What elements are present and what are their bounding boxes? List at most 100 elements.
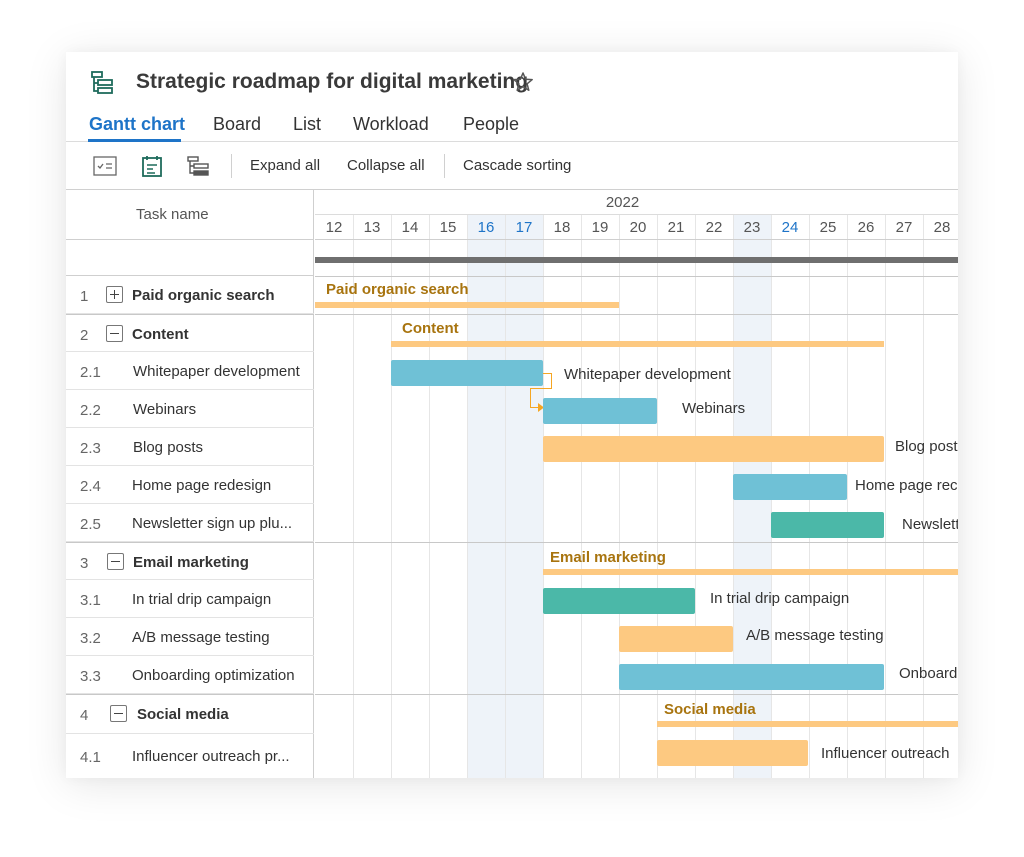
bar-label: Blog post xyxy=(895,438,958,455)
task-row-3-1[interactable]: 3.1 In trial drip campaign xyxy=(66,580,314,618)
group-bar-label: Social media xyxy=(664,701,756,718)
view-tabs: Gantt chart Board List Workload People xyxy=(66,110,958,142)
task-list-panel: Task name 1 Paid organic search 2 Conten… xyxy=(66,190,314,778)
task-number: 1 xyxy=(80,288,89,305)
task-bar-webinars[interactable] xyxy=(543,398,657,424)
task-label: Influencer outreach pr... xyxy=(132,748,290,765)
task-label: Home page redesign xyxy=(132,477,272,494)
task-bar-home-page-redesign[interactable] xyxy=(733,474,847,500)
collapse-all-button[interactable]: Collapse all xyxy=(347,157,425,174)
task-label: A/B message testing xyxy=(132,629,270,646)
day-label: 25 xyxy=(819,219,837,236)
task-row-2-2[interactable]: 2.2 Webinars xyxy=(66,390,314,428)
project-summary-bar[interactable] xyxy=(315,257,958,263)
bar-label: In trial drip campaign xyxy=(710,590,850,607)
day-label: 17 xyxy=(515,219,533,236)
task-number: 3 xyxy=(80,555,89,572)
task-bar-blog-posts[interactable] xyxy=(543,436,884,462)
bar-label: Webinars xyxy=(682,400,746,417)
day-label: 22 xyxy=(705,219,723,236)
task-row-2[interactable]: 2 Content xyxy=(66,314,314,352)
group-bar-email-marketing[interactable] xyxy=(543,569,958,575)
task-row-2-5[interactable]: 2.5 Newsletter sign up plu... xyxy=(66,504,314,542)
days-header: 12 13 14 15 16 17 18 19 20 21 22 23 24 2… xyxy=(315,215,958,240)
cascade-sorting-button[interactable]: Cascade sorting xyxy=(463,157,572,174)
task-number: 2 xyxy=(80,327,89,344)
task-bar-in-trial-drip[interactable] xyxy=(543,588,695,614)
task-row-2-3[interactable]: 2.3 Blog posts xyxy=(66,428,314,466)
spacer-row xyxy=(66,240,314,276)
day-label: 12 xyxy=(325,219,343,236)
bar-label: Onboard xyxy=(899,665,958,682)
task-name-column-header[interactable]: Task name xyxy=(66,190,314,240)
year-label: 2022 xyxy=(605,194,640,211)
task-label: Social media xyxy=(137,706,229,723)
hierarchy-icon[interactable] xyxy=(186,154,212,178)
tab-workload[interactable]: Workload xyxy=(353,114,429,134)
toolbar-divider xyxy=(231,154,232,178)
task-row-2-4[interactable]: 2.4 Home page redesign xyxy=(66,466,314,504)
task-number: 4 xyxy=(80,707,89,724)
day-label: 20 xyxy=(629,219,647,236)
day-label: 21 xyxy=(667,219,685,236)
group-bar-content[interactable] xyxy=(391,341,884,347)
gantt-app-icon xyxy=(91,71,113,94)
task-label: Whitepaper development xyxy=(133,363,300,380)
task-number: 2.3 xyxy=(80,440,101,457)
calendar-task-icon[interactable] xyxy=(139,154,165,178)
dependency-arrow-icon xyxy=(538,403,544,412)
tab-board[interactable]: Board xyxy=(213,114,262,134)
task-bar-onboarding[interactable] xyxy=(619,664,884,690)
expand-all-button[interactable]: Expand all xyxy=(250,157,321,174)
day-label: 15 xyxy=(439,219,457,236)
dependency-connector xyxy=(543,373,552,388)
header: Strategic roadmap for digital marketing xyxy=(66,52,958,108)
task-number: 2.4 xyxy=(80,478,101,495)
gantt-timeline: 2022 12 13 14 15 16 17 18 19 20 21 22 23… xyxy=(315,190,958,778)
task-row-2-1[interactable]: 2.1 Whitepaper development xyxy=(66,352,314,390)
task-label: Newsletter sign up plu... xyxy=(132,515,293,532)
task-label: In trial drip campaign xyxy=(132,591,272,608)
task-list-checkbox-icon[interactable] xyxy=(92,154,118,178)
task-number: 3.3 xyxy=(80,668,101,685)
task-bar-influencer-outreach[interactable] xyxy=(657,740,808,766)
task-row-4[interactable]: 4 Social media xyxy=(66,694,314,734)
collapse-toggle-icon[interactable] xyxy=(110,705,127,722)
expand-toggle-icon[interactable] xyxy=(106,286,123,303)
task-number: 2.1 xyxy=(80,364,101,381)
bar-label: Home page rec xyxy=(855,477,958,494)
tab-list[interactable]: List xyxy=(293,114,322,134)
group-bar-label: Email marketing xyxy=(550,549,666,566)
year-header: 2022 xyxy=(315,190,958,215)
day-label: 23 xyxy=(743,219,761,236)
task-row-1[interactable]: 1 Paid organic search xyxy=(66,276,314,314)
bar-label: Influencer outreach xyxy=(821,745,950,762)
day-label: 13 xyxy=(363,219,381,236)
task-bar-whitepaper[interactable] xyxy=(391,360,543,386)
task-bar-ab-testing[interactable] xyxy=(619,626,733,652)
group-bar-label: Content xyxy=(402,320,459,337)
task-number: 2.2 xyxy=(80,402,101,419)
day-label: 27 xyxy=(895,219,913,236)
tab-gantt-chart[interactable]: Gantt chart xyxy=(89,114,186,134)
group-bar-social-media[interactable] xyxy=(657,721,958,727)
star-outline-icon[interactable] xyxy=(512,71,534,93)
toolbar: Expand all Collapse all Cascade sorting xyxy=(66,142,958,190)
task-row-4-1[interactable]: 4.1 Influencer outreach pr... xyxy=(66,734,314,778)
bar-label: Whitepaper development xyxy=(564,366,731,383)
task-label: Blog posts xyxy=(133,439,204,456)
group-bar-label: Paid organic search xyxy=(326,281,469,298)
task-number: 3.1 xyxy=(80,592,101,609)
group-bar-paid-organic-search[interactable] xyxy=(315,302,619,308)
task-row-3-2[interactable]: 3.2 A/B message testing xyxy=(66,618,314,656)
task-row-3-3[interactable]: 3.3 Onboarding optimization xyxy=(66,656,314,694)
task-label: Content xyxy=(132,326,189,343)
collapse-toggle-icon[interactable] xyxy=(106,325,123,342)
day-label: 24 xyxy=(781,219,799,236)
task-row-3[interactable]: 3 Email marketing xyxy=(66,542,314,580)
task-name-header-label: Task name xyxy=(136,206,209,223)
collapse-toggle-icon[interactable] xyxy=(107,553,124,570)
day-label: 16 xyxy=(477,219,495,236)
task-bar-newsletter[interactable] xyxy=(771,512,884,538)
tab-people[interactable]: People xyxy=(463,114,520,134)
